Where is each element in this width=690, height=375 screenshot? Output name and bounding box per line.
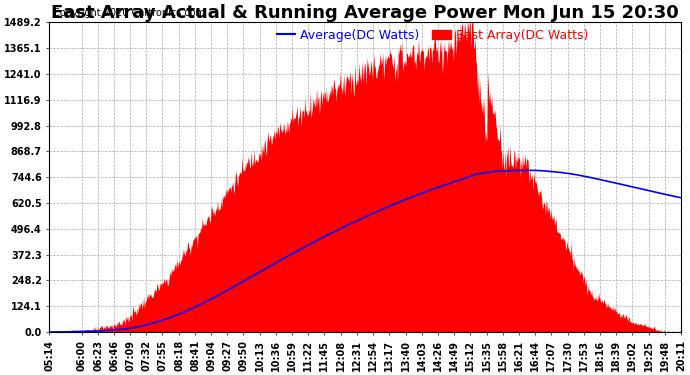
Legend: Average(DC Watts), East Array(DC Watts): Average(DC Watts), East Array(DC Watts) <box>277 28 589 42</box>
Title: East Array Actual & Running Average Power Mon Jun 15 20:30: East Array Actual & Running Average Powe… <box>51 4 679 22</box>
Text: Copyright 2020 Cartronics.com: Copyright 2020 Cartronics.com <box>52 8 205 18</box>
